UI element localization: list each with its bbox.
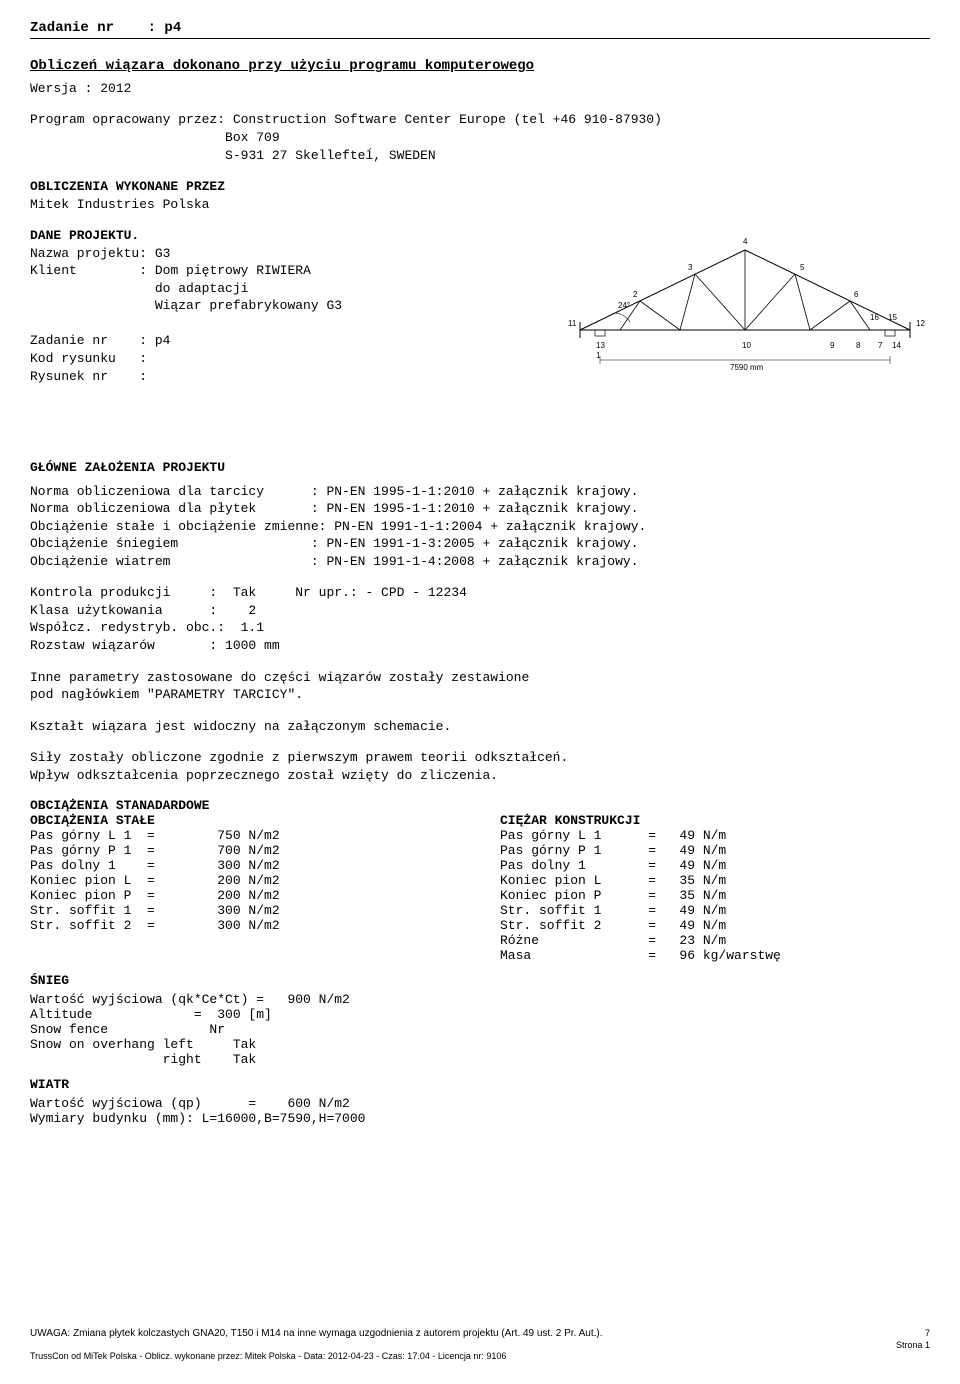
dead-hd: OBCIĄŻENIA STAŁE [30,813,460,828]
prog-l1: Program opracowany przez: Construction S… [30,112,662,127]
param-4: Rozstaw wiązarów : 1000 mm [30,638,280,653]
note-2: pod nagłówkiem "PARAMETRY TARCICY". [30,686,930,704]
prog-l3: S-931 27 Skellefteĺ, SWEDEN [225,148,436,163]
param-3: Współcz. redystryb. obc.: 1.1 [30,620,264,635]
snow-5: right Tak [30,1052,256,1067]
node-10: 10 [742,341,751,350]
norms: Norma obliczeniowa dla tarcicy : PN-EN 1… [30,483,930,571]
snow-hd: ŚNIEG [30,973,930,988]
norm-1: Norma obliczeniowa dla tarcicy : PN-EN 1… [30,484,639,499]
loads-hd: OBCIĄŻENIA STANADARDOWE [30,798,930,813]
wind-hd: WIATR [30,1077,930,1092]
p-client-l: Klient : [30,263,147,278]
w-1: Pas górny L 1 = 49 N/m [500,828,726,843]
node-7: 7 [878,341,883,350]
node-3: 3 [688,263,693,272]
header-left: Zadanie nr [30,20,114,36]
p-name-l: Nazwa projektu: [30,246,147,261]
node-5: 5 [800,263,805,272]
node-2: 2 [633,290,638,299]
dead-4: Koniec pion L = 200 N/m2 [30,873,280,888]
angle-label: 24° [618,301,630,310]
snow-block: Wartość wyjściowa (qk*Ce*Ct) = 900 N/m2 … [30,992,930,1067]
dead-3: Pas dolny 1 = 300 N/m2 [30,858,280,873]
node-6: 6 [854,290,859,299]
page-number: 7 [925,1328,930,1339]
page-header: Zadanie nr : p4 [30,20,930,39]
p-client-v2: do adaptacji [155,281,249,296]
node-9: 9 [830,341,835,350]
w-5: Koniec pion P = 35 N/m [500,888,726,903]
params: Kontrola produkcji : Tak Nr upr.: - CPD … [30,584,930,654]
param-2: Klasa użytkowania : 2 [30,603,256,618]
norm-5: Obciążenie wiatrem : PN-EN 1991-1-4:2008… [30,554,639,569]
prog-l2: Box 709 [225,130,280,145]
w-9: Masa = 96 kg/warstwę [500,948,781,963]
page-footer: 7 UWAGA: Zmiana płytek kolczastych GNA20… [30,1328,930,1362]
p-name-v: G3 [155,246,171,261]
norm-4: Obciążenie śniegiem : PN-EN 1991-1-3:200… [30,536,639,551]
w-3: Pas dolny 1 = 49 N/m [500,858,726,873]
node-8: 8 [856,341,861,350]
param-1: Kontrola produkcji : Tak Nr upr.: - CPD … [30,585,467,600]
footer-info: TrussCon od MiTek Polska - Oblicz. wykon… [30,1351,930,1362]
snow-2: Altitude = 300 [m] [30,1007,272,1022]
dead-loads: Pas górny L 1 = 750 N/m2 Pas górny P 1 =… [30,828,460,933]
p-task-v: p4 [155,333,171,348]
footer-strona: Strona 1 [30,1340,930,1351]
p-client-v3: Wiązar prefabrykowany G3 [155,298,342,313]
node-14: 14 [892,341,901,350]
header-right: : p4 [148,20,182,36]
p-draw-l: Rysunek nr : [30,369,147,384]
wind-2: Wymiary budynku (mm): L=16000,B=7590,H=7… [30,1111,365,1126]
w-4: Koniec pion L = 35 N/m [500,873,726,888]
truss-diagram: 24° 4 3 5 2 6 11 12 16 15 13 1 10 9 8 7 … [560,230,930,380]
norm-2: Norma obliczeniowa dla płytek : PN-EN 19… [30,501,639,516]
node-12: 12 [916,319,925,328]
dead-5: Koniec pion P = 200 N/m2 [30,888,280,903]
note-3: Kształt wiązara jest widoczny na załączo… [30,718,930,736]
assumptions-hd: GŁÓWNE ZAŁOŻENIA PROJEKTU [30,459,930,477]
wind-1: Wartość wyjściowa (qp) = 600 N/m2 [30,1096,350,1111]
node-15: 15 [888,313,897,322]
program-author: Program opracowany przez: Construction S… [30,111,930,164]
norm-3: Obciążenie stałe i obciążenie zmienne: P… [30,519,646,534]
w-8: Różne = 23 N/m [500,933,726,948]
w-7: Str. soffit 2 = 49 N/m [500,918,726,933]
weight-hd: CIĘŻAR KONSTRUKCJI [500,813,930,828]
dead-7: Str. soffit 2 = 300 N/m2 [30,918,280,933]
note-1: Inne parametry zastosowane do części wią… [30,669,930,687]
version: Wersja : 2012 [30,80,930,98]
span-label: 7590 mm [730,363,764,372]
calc-by-hd: OBLICZENIA WYKONANE PRZEZ [30,178,930,196]
w-2: Pas górny P 1 = 49 N/m [500,843,726,858]
node-11: 11 [568,319,577,328]
calc-by-who: Mitek Industries Polska [30,196,930,214]
snow-1: Wartość wyjściowa (qk*Ce*Ct) = 900 N/m2 [30,992,350,1007]
footer-warning: UWAGA: Zmiana płytek kolczastych GNA20, … [30,1328,930,1340]
p-code-l: Kod rysunku : [30,351,147,366]
p-task-l: Zadanie nr : [30,333,147,348]
p-client-v: Dom piętrowy RIWIERA [155,263,311,278]
dead-6: Str. soffit 1 = 300 N/m2 [30,903,280,918]
note-5: Wpływ odkształcenia poprzecznego został … [30,767,930,785]
snow-3: Snow fence Nr [30,1022,225,1037]
main-title: Obliczeń wiązara dokonano przy użyciu pr… [30,57,930,76]
node-13: 13 [596,341,605,350]
snow-4: Snow on overhang left Tak [30,1037,256,1052]
node-4: 4 [743,237,748,246]
w-6: Str. soffit 1 = 49 N/m [500,903,726,918]
dead-2: Pas górny P 1 = 700 N/m2 [30,843,280,858]
note-4: Siły zostały obliczone zgodnie z pierwsz… [30,749,930,767]
wind-block: Wartość wyjściowa (qp) = 600 N/m2 Wymiar… [30,1096,930,1126]
node-16: 16 [870,313,879,322]
weight-loads: Pas górny L 1 = 49 N/m Pas górny P 1 = 4… [500,828,930,963]
dead-1: Pas górny L 1 = 750 N/m2 [30,828,280,843]
